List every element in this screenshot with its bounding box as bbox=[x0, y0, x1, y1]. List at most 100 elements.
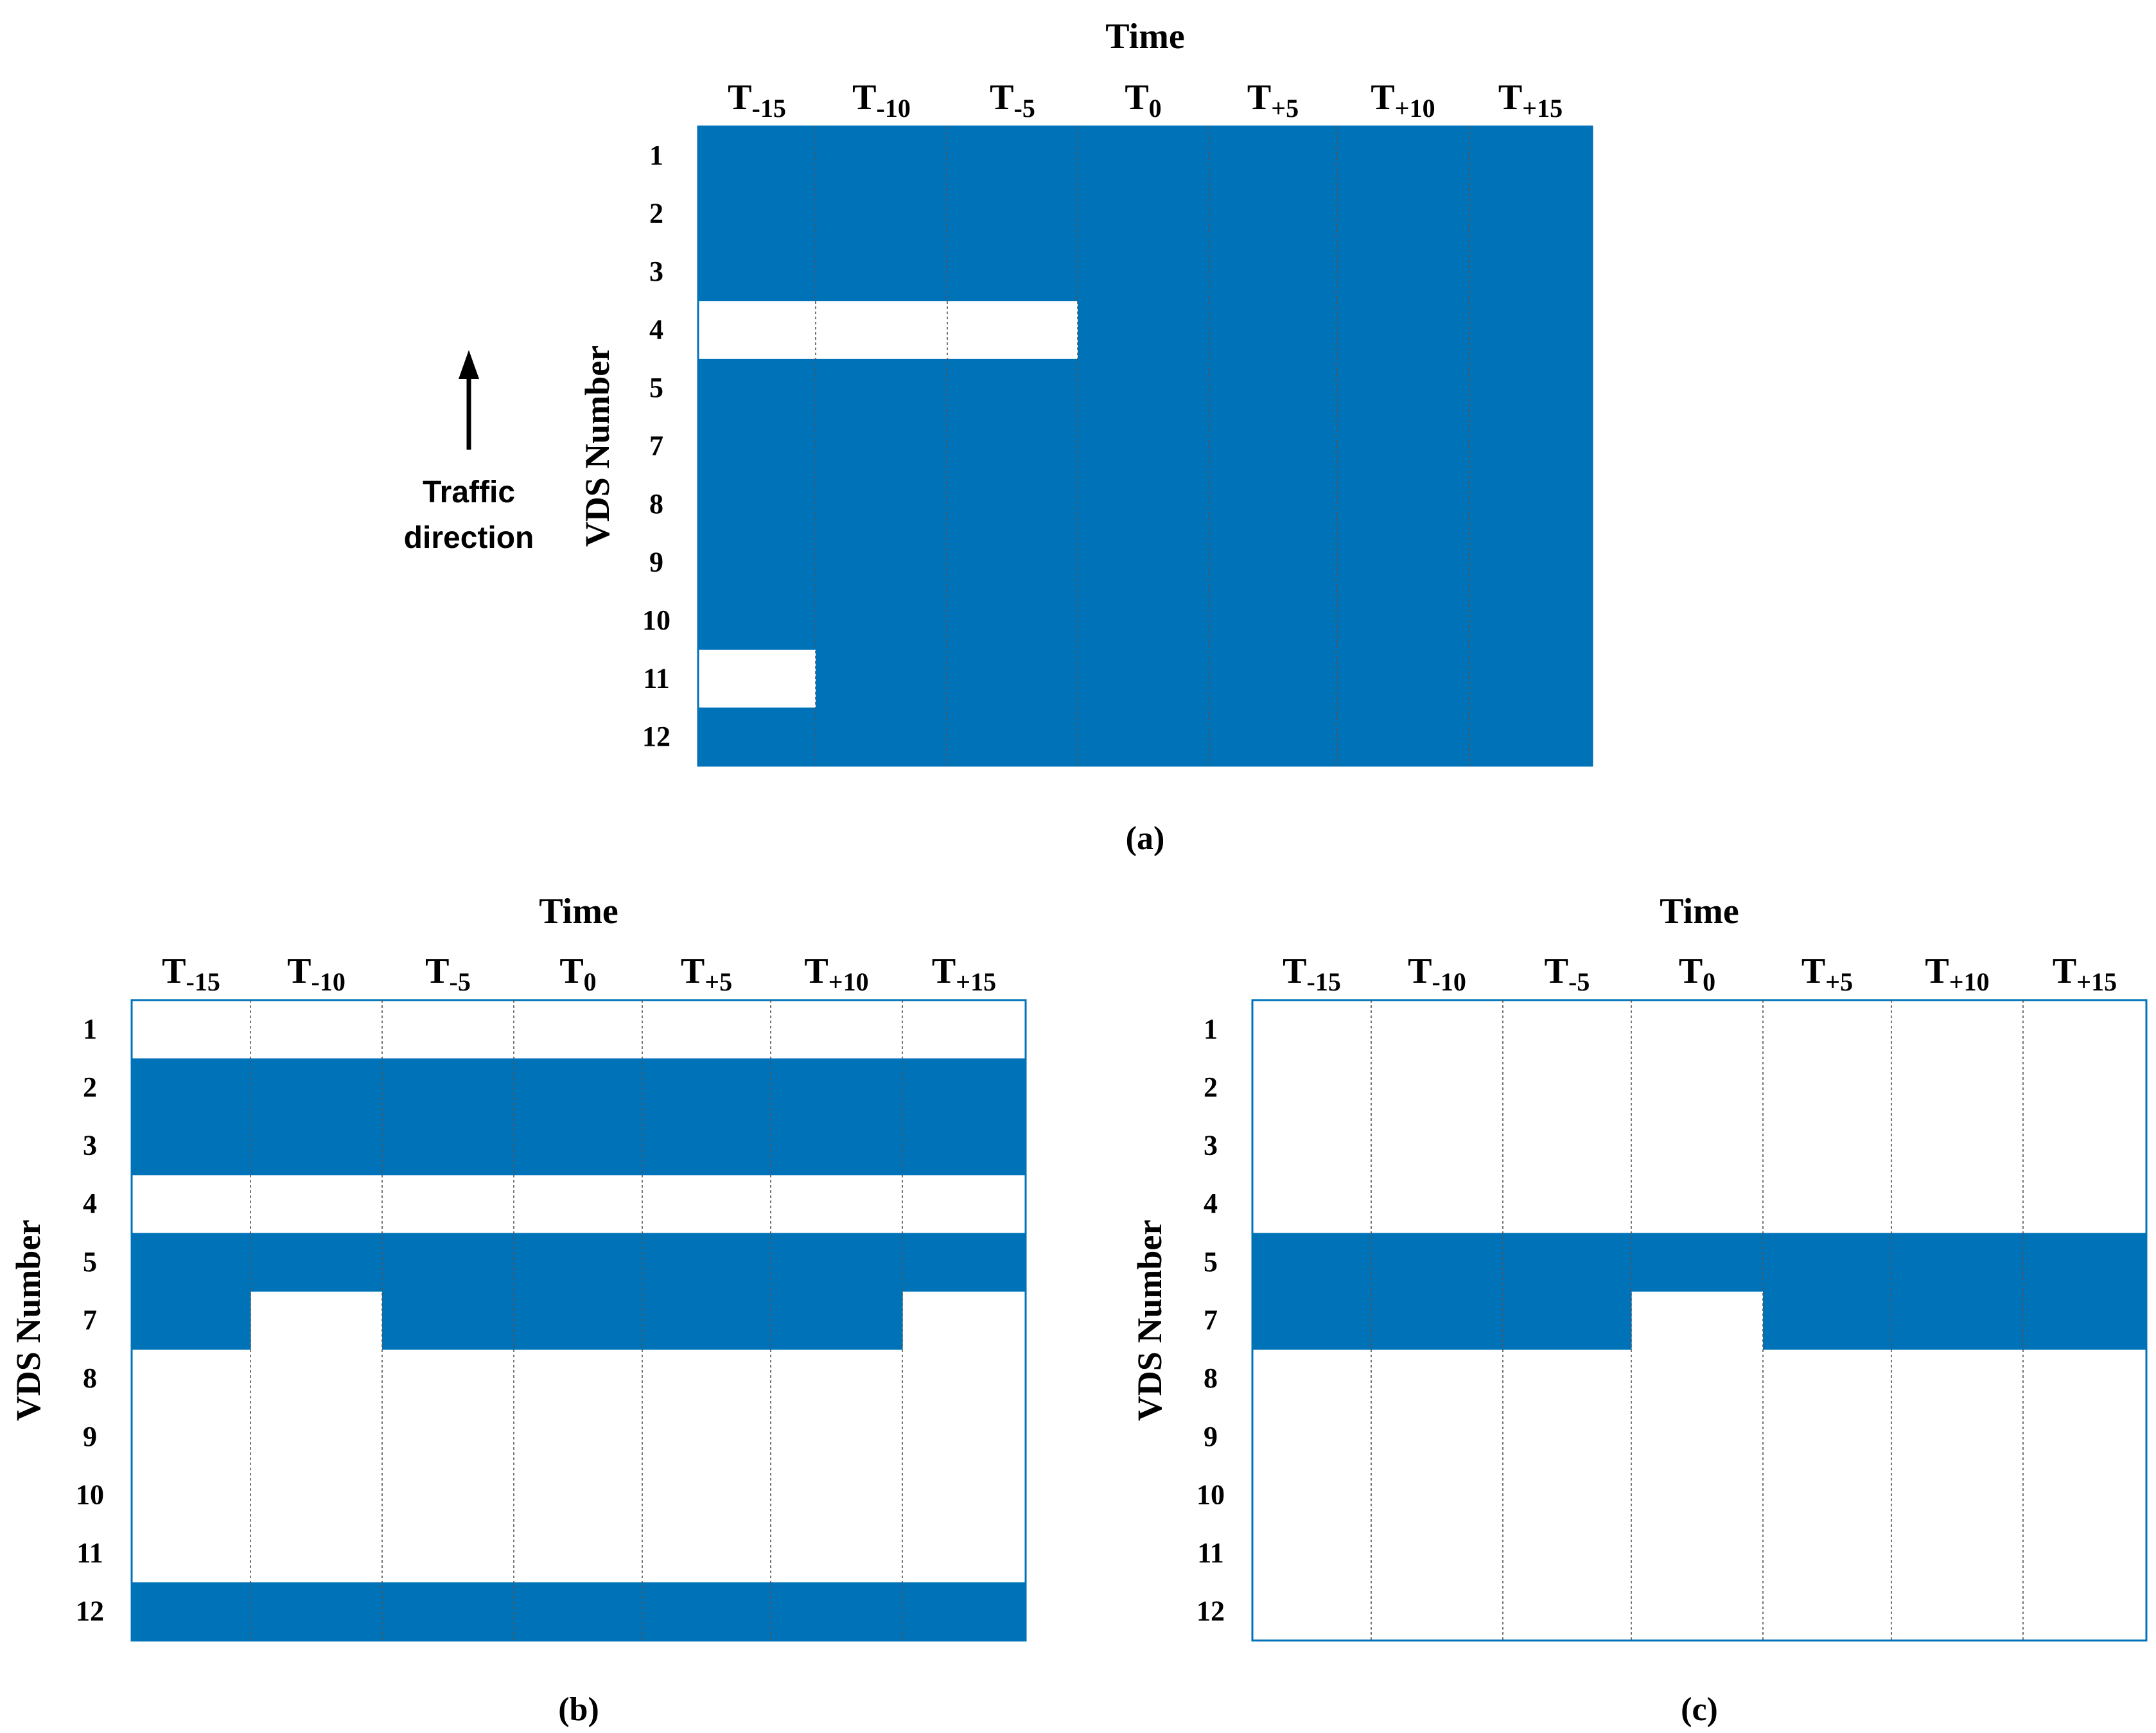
x-tick-label: T-5 bbox=[425, 951, 471, 996]
heatmap-cell-12-2 bbox=[382, 1582, 514, 1641]
x-tick-label: T0 bbox=[559, 951, 596, 996]
y-tick-label: 8 bbox=[649, 488, 663, 520]
heatmap-cell-5-4 bbox=[642, 1233, 771, 1292]
y-tick-label: 9 bbox=[1204, 1421, 1218, 1452]
heatmap-cell-9-3 bbox=[1078, 533, 1209, 592]
x-tick-label: T+10 bbox=[1371, 78, 1435, 123]
heatmap-cell-7-2 bbox=[947, 417, 1078, 476]
heatmap-cell-8-5 bbox=[1337, 475, 1469, 534]
y-axis-label: VDS Number bbox=[9, 1220, 48, 1421]
x-tick-label: T+15 bbox=[2053, 951, 2117, 996]
heatmap-cell-3-4 bbox=[642, 1116, 771, 1175]
heatmap-cell-7-5 bbox=[1891, 1291, 2024, 1350]
heatmap-cell-7-1 bbox=[816, 417, 948, 476]
x-tick-label: T+5 bbox=[681, 951, 732, 996]
heatmap-cell-5-3 bbox=[1078, 358, 1209, 418]
heatmap-cell-2-5 bbox=[771, 1058, 903, 1117]
heatmap-cell-11-1 bbox=[816, 649, 948, 708]
heatmap-cell-9-6 bbox=[1469, 533, 1593, 592]
y-tick-label: 12 bbox=[642, 721, 670, 752]
y-tick-label: 12 bbox=[76, 1596, 104, 1627]
heatmap-cell-7-4 bbox=[1209, 417, 1338, 476]
heatmap-cell-5-0 bbox=[1252, 1233, 1372, 1292]
y-tick-label: 4 bbox=[649, 314, 663, 346]
x-tick-label: T+10 bbox=[1925, 951, 1989, 996]
y-tick-label: 9 bbox=[83, 1421, 97, 1452]
y-tick-label: 2 bbox=[1204, 1071, 1218, 1103]
heatmap-cell-3-5 bbox=[771, 1116, 903, 1175]
heatmap-cell-4-3 bbox=[1078, 301, 1209, 360]
chart-title: Time bbox=[1660, 892, 1739, 931]
y-tick-label: 8 bbox=[1204, 1362, 1218, 1394]
heatmap-cell-3-6 bbox=[902, 1116, 1026, 1175]
heatmap-cell-5-0 bbox=[698, 358, 816, 418]
heatmap-cell-1-0 bbox=[698, 127, 816, 186]
y-tick-label: 9 bbox=[649, 546, 663, 577]
heatmap-cell-12-4 bbox=[642, 1582, 771, 1641]
heatmap-cell-7-5 bbox=[1337, 417, 1469, 476]
heatmap-cell-3-0 bbox=[132, 1116, 251, 1175]
y-tick-label: 3 bbox=[83, 1130, 97, 1161]
x-tick-label: T-10 bbox=[287, 951, 346, 996]
y-tick-label: 7 bbox=[649, 430, 663, 462]
heatmap-cell-2-0 bbox=[698, 184, 816, 243]
heatmap-cell-12-1 bbox=[816, 707, 948, 766]
heatmap-cell-5-1 bbox=[250, 1233, 383, 1292]
heatmap-cell-8-0 bbox=[698, 475, 816, 534]
y-tick-label: 10 bbox=[1196, 1479, 1225, 1510]
heatmap-cell-7-4 bbox=[1763, 1291, 1892, 1350]
y-tick-label: 3 bbox=[649, 256, 663, 287]
heatmap-cell-5-2 bbox=[382, 1233, 514, 1292]
heatmap-cell-5-6 bbox=[2023, 1233, 2147, 1292]
y-tick-label: 11 bbox=[1197, 1537, 1224, 1569]
heatmap-cell-5-5 bbox=[1337, 358, 1469, 418]
heatmap-cell-10-4 bbox=[1209, 591, 1338, 650]
heatmap-cell-1-1 bbox=[816, 127, 948, 186]
heatmap-cell-2-5 bbox=[1337, 184, 1469, 243]
heatmap-cell-5-0 bbox=[132, 1233, 251, 1292]
x-tick-label: T-5 bbox=[990, 78, 1035, 123]
heatmap-cell-7-0 bbox=[132, 1291, 251, 1350]
heatmap-cell-5-6 bbox=[1469, 358, 1593, 418]
x-tick-label: T-5 bbox=[1545, 951, 1590, 996]
heatmap-cell-9-0 bbox=[698, 533, 816, 592]
heatmap-cell-11-5 bbox=[1337, 649, 1469, 708]
heatmap-cell-7-4 bbox=[642, 1291, 771, 1350]
heatmap-cell-3-1 bbox=[250, 1116, 383, 1175]
y-tick-label: 10 bbox=[76, 1479, 104, 1510]
heatmap-cell-8-1 bbox=[816, 475, 948, 534]
y-axis-label: VDS Number bbox=[578, 346, 617, 547]
x-tick-label: T+5 bbox=[1801, 951, 1853, 996]
y-tick-label: 2 bbox=[649, 198, 663, 229]
heatmap-cell-3-6 bbox=[1469, 242, 1593, 301]
heatmap-cell-10-2 bbox=[947, 591, 1078, 650]
y-axis-label: VDS Number bbox=[1130, 1220, 1169, 1421]
heatmap-cell-5-5 bbox=[771, 1233, 903, 1292]
x-tick-label: T0 bbox=[1679, 951, 1715, 996]
heatmap-cell-7-6 bbox=[2023, 1291, 2147, 1350]
heatmap-cell-12-2 bbox=[947, 707, 1078, 766]
y-tick-label: 4 bbox=[1204, 1188, 1218, 1219]
traffic-direction-annotation: Traffic direction bbox=[404, 350, 534, 555]
x-tick-label: T+15 bbox=[932, 951, 996, 996]
heatmap-cell-3-3 bbox=[514, 1116, 643, 1175]
heatmap-cell-5-3 bbox=[1631, 1233, 1764, 1292]
heatmap-cell-5-4 bbox=[1763, 1233, 1892, 1292]
y-tick-label: 5 bbox=[83, 1246, 97, 1278]
heatmap-cell-7-1 bbox=[1371, 1291, 1503, 1350]
y-tick-label: 11 bbox=[643, 662, 670, 694]
heatmap-cell-12-3 bbox=[1078, 707, 1209, 766]
heatmap-cell-3-4 bbox=[1209, 242, 1338, 301]
heatmap-cell-12-6 bbox=[902, 1582, 1026, 1641]
y-tick-label: 8 bbox=[83, 1362, 97, 1394]
heatmap-cell-7-5 bbox=[771, 1291, 903, 1350]
x-tick-label: T+10 bbox=[804, 951, 868, 996]
y-tick-label: 7 bbox=[1204, 1305, 1218, 1336]
heatmap-cell-2-6 bbox=[902, 1058, 1026, 1117]
heatmap-cell-12-3 bbox=[514, 1582, 643, 1641]
heatmap-cell-4-5 bbox=[1337, 301, 1469, 360]
heatmap-cell-1-5 bbox=[1337, 127, 1469, 186]
heatmap-cell-7-0 bbox=[1252, 1291, 1372, 1350]
